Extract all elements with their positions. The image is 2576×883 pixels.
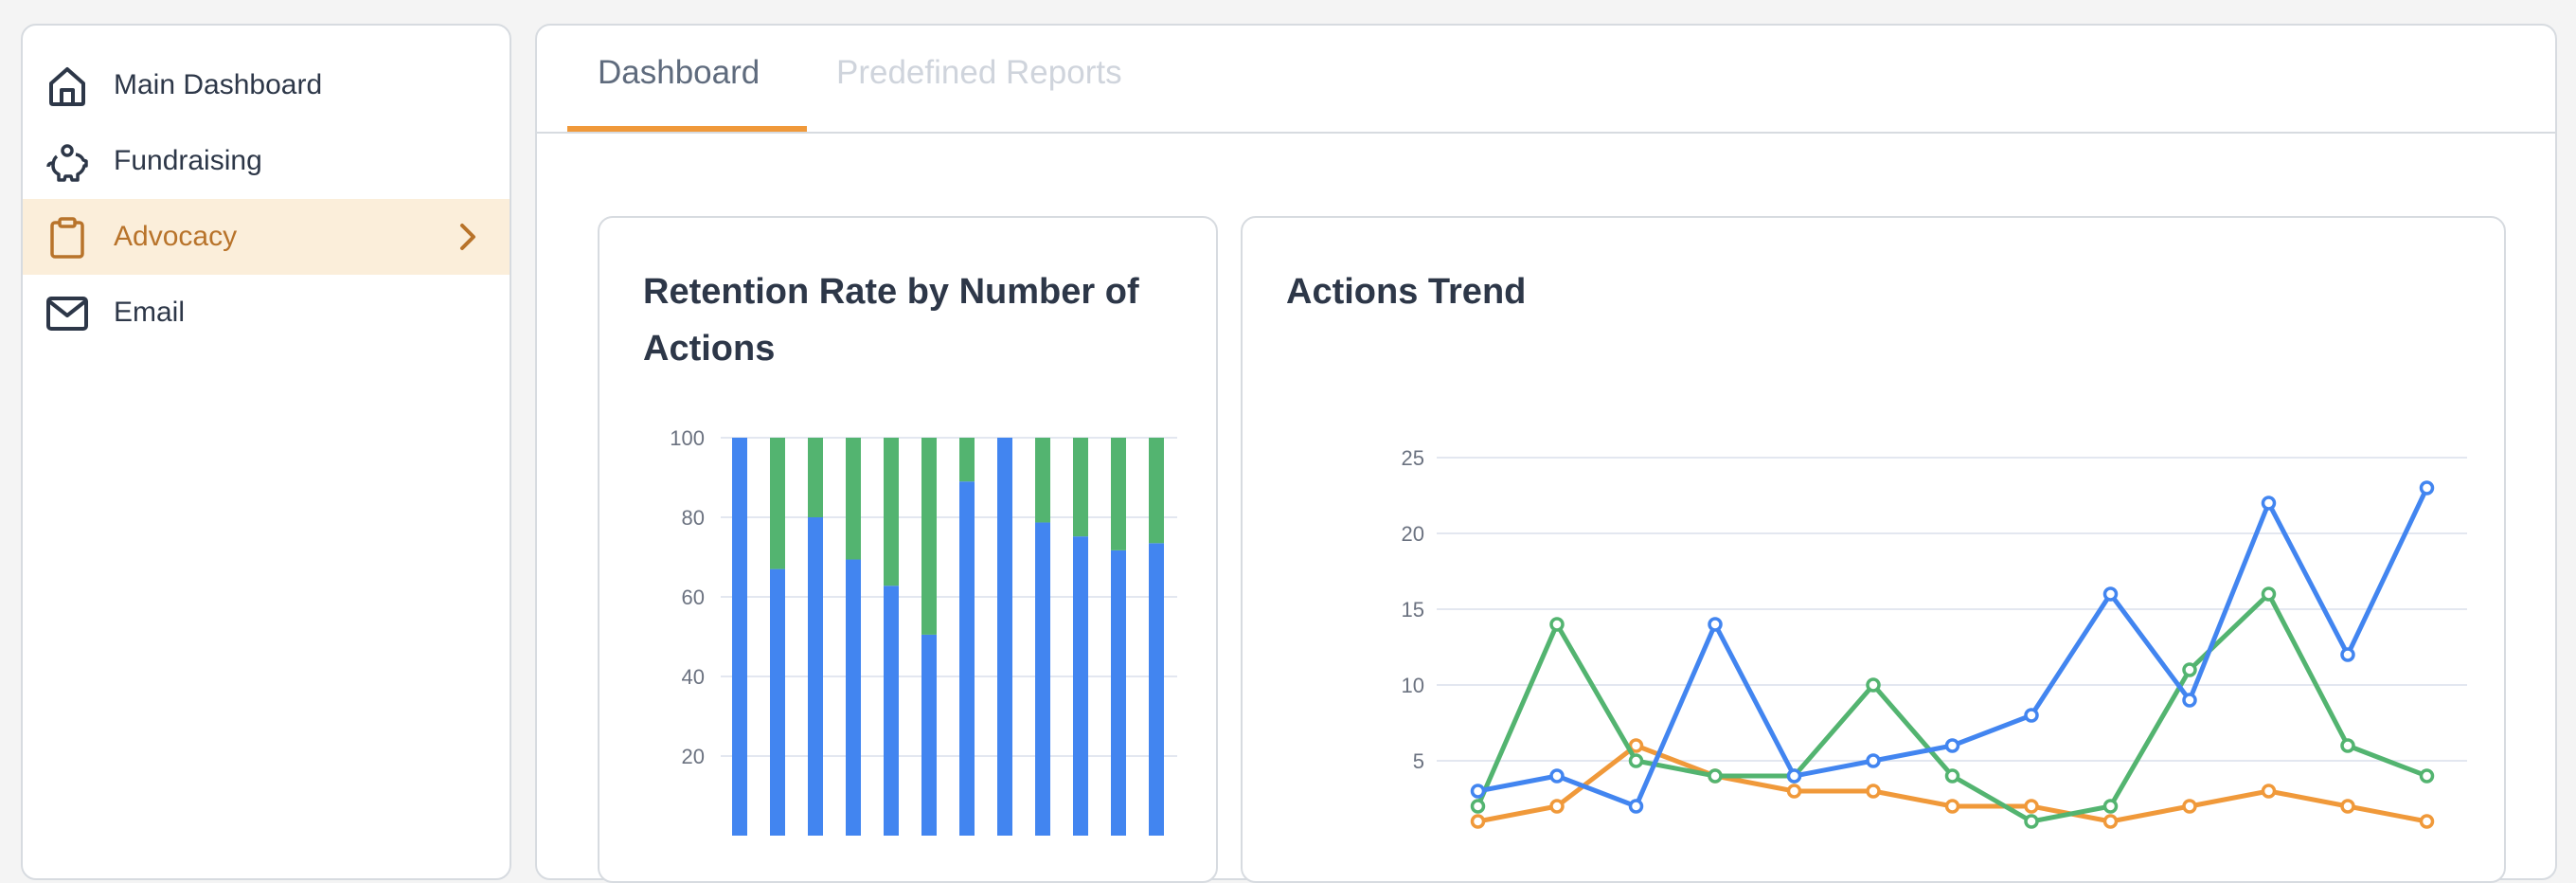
data-point [1470, 799, 1486, 814]
bar-segment [884, 586, 899, 836]
data-point [2340, 647, 2355, 662]
data-point [2261, 586, 2277, 602]
y-tick-label: 60 [682, 586, 705, 609]
data-point [1708, 768, 1723, 784]
data-point [1866, 677, 1881, 693]
bar-segment [808, 438, 823, 517]
data-point [2102, 814, 2119, 829]
data-point [1549, 617, 1565, 632]
data-point [1628, 753, 1644, 768]
bar-segment [846, 559, 861, 836]
bar-segment [1149, 543, 1164, 836]
bar-segment [846, 438, 861, 560]
data-point [2261, 784, 2277, 799]
card-title: Actions Trend [1286, 272, 1527, 312]
data-point [2024, 799, 2039, 814]
sidebar-item-label: Main Dashboard [114, 69, 323, 100]
data-point [1628, 738, 1644, 753]
data-point [2419, 480, 2435, 496]
sidebar-item-main-dashboard[interactable]: Main Dashboard [23, 47, 510, 123]
bar-segment [1073, 536, 1088, 836]
bar-segment [770, 568, 785, 836]
y-tick-label: 15 [1402, 598, 1424, 622]
tab-dashboard[interactable]: Dashboard [598, 54, 760, 91]
sidebar-item-label: Fundraising [114, 145, 262, 176]
tab-predefined-reports[interactable]: Predefined Reports [836, 54, 1122, 91]
series-line [1476, 591, 2428, 824]
y-tick-label: 100 [670, 426, 705, 450]
actions-trend-card: 5 10 15 20 25 Actions Trend [1241, 216, 2506, 883]
bar-segment [732, 438, 747, 836]
y-tick-label: 40 [682, 665, 705, 689]
data-point [2419, 814, 2435, 829]
data-point [1866, 753, 1881, 768]
bar-segment [808, 517, 823, 836]
bar-segment [1073, 438, 1088, 537]
piggy-bank-icon [46, 144, 88, 182]
data-point [2024, 814, 2039, 829]
bar-segment [1111, 438, 1126, 550]
data-point [2024, 708, 2039, 723]
sidebar: Main Dashboard Fundraising Advocacy Emai… [21, 24, 511, 880]
bar-segment [959, 438, 975, 482]
data-point [2102, 799, 2119, 814]
data-point [2102, 586, 2119, 602]
data-point [1786, 784, 1802, 799]
data-point [2182, 662, 2197, 677]
data-point [1944, 738, 1960, 753]
envelope-icon [46, 297, 88, 331]
data-point [1944, 799, 1960, 814]
data-point [1470, 814, 1486, 829]
home-icon [49, 67, 85, 106]
data-point [1866, 784, 1881, 799]
retention-rate-card: 20 40 60 80 100 Retention Rate by Number of … [598, 216, 1218, 883]
sidebar-item-fundraising[interactable]: Fundraising [23, 123, 510, 199]
card-title: Retention Rate by Number of Actions [643, 272, 1139, 369]
data-point [2182, 799, 2197, 814]
bar-segment [959, 481, 975, 836]
tab-bar: Dashboard Predefined Reports [537, 26, 2555, 134]
data-point [2419, 768, 2435, 784]
bar-segment [1111, 550, 1126, 836]
y-tick-label: 5 [1413, 749, 1424, 773]
sidebar-item-email[interactable]: Email [23, 275, 510, 351]
y-tick-label: 25 [1402, 446, 1424, 470]
data-point [2340, 799, 2355, 814]
data-point [2261, 496, 2277, 511]
y-tick-label: 20 [682, 745, 705, 768]
y-tick-label: 20 [1402, 522, 1424, 546]
y-tick-label: 80 [682, 506, 705, 530]
clipboard-icon [50, 217, 84, 259]
data-point [2340, 738, 2355, 753]
data-point [1628, 799, 1644, 814]
data-point [1786, 768, 1802, 784]
sidebar-item-label: Email [114, 297, 186, 328]
bar-segment [921, 438, 937, 635]
bar-segment [770, 438, 785, 569]
data-point [1944, 768, 1960, 784]
data-point [1708, 617, 1723, 632]
active-tab-indicator [567, 126, 807, 132]
y-tick-label: 10 [1402, 674, 1424, 697]
bar-segment [997, 438, 1012, 836]
sidebar-item-label: Advocacy [114, 221, 238, 252]
bar-segment [1035, 438, 1050, 523]
bar-segment [1149, 438, 1164, 544]
chevron-right-icon [460, 224, 475, 250]
data-point [1549, 768, 1565, 784]
sidebar-item-advocacy[interactable]: Advocacy [23, 199, 510, 275]
bar-segment [921, 634, 937, 836]
bar-segment [884, 438, 899, 586]
data-point [1470, 784, 1486, 799]
data-point [1549, 799, 1565, 814]
data-point [2182, 693, 2197, 708]
bar-segment [1035, 522, 1050, 836]
